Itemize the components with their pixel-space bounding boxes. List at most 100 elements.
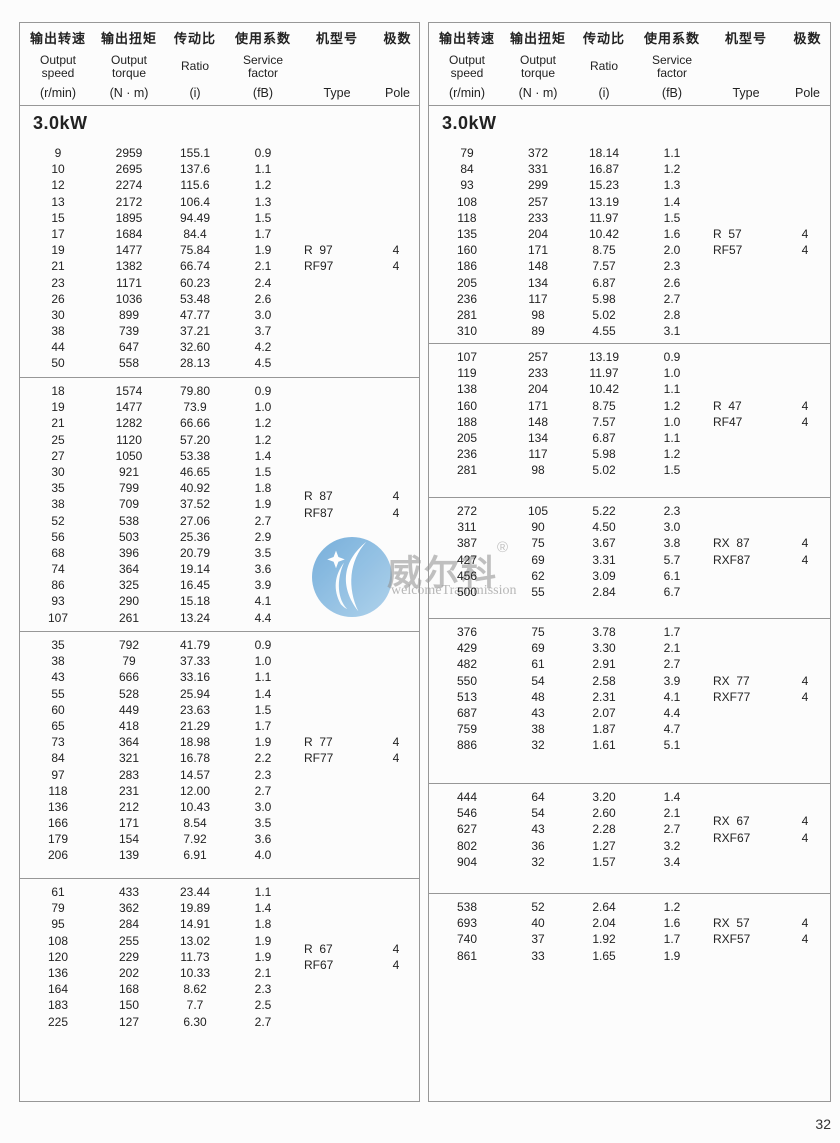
cell-ratio: 3.20 [592,790,616,804]
pole-label: 4 [801,536,809,551]
cell-speed: 861 [456,948,478,963]
cell-speed: 12 [51,178,65,193]
cell-ratio: 13.02 [179,933,211,948]
cell-torque: 134 [527,430,549,445]
cell-torque: 666 [118,670,140,685]
cell-fb: 2.7 [254,513,272,528]
cell-fb: 1.2 [663,900,681,914]
cell-fb: 3.5 [254,545,272,560]
header-unit: (fB) [252,86,274,100]
cell-fb: 2.4 [254,275,272,290]
header-label-zh: 传动比 [582,31,625,46]
cell-ratio: 2.04 [592,916,616,931]
cell-speed: 136 [47,965,69,980]
cell-torque: 283 [118,767,140,782]
cell-fb: 6.1 [663,568,681,583]
cell-speed: 21 [51,259,65,274]
cell-speed: 108 [47,933,69,948]
header-label-en: Output torque [519,52,557,80]
spec-row: 10 2695 137.6 1.1 [20,161,419,177]
cell-fb: 1.5 [254,464,272,479]
cell-ratio: 2.58 [592,673,616,688]
cell-torque: 290 [118,594,140,609]
cell-fb: 6.7 [663,584,681,599]
spec-row: 74 364 19.14 3.6 [20,561,419,577]
pole-label: 4 [392,751,400,766]
spec-row: 107 257 13.19 0.9 [429,349,830,365]
cell-fb: 1.4 [254,901,272,916]
pole-label: 4 [392,259,400,274]
cell-ratio: 13.19 [588,350,620,364]
spec-row: 513 48 2.31 4.1 [429,689,830,705]
cell-speed: 56 [51,529,65,544]
spec-row: 19 1477 73.9 1.0 [20,399,419,415]
cell-torque: 321 [118,751,140,766]
cell-ratio: 33.16 [179,670,211,685]
cell-speed: 120 [47,949,69,964]
header-column: 使用系数 Service factor (fB) [637,28,707,100]
spec-row: 38 739 37.21 3.7 [20,323,419,339]
cell-speed: 107 [47,610,69,625]
cell-ratio: 3.09 [592,568,616,583]
cell-torque: 75 [531,536,545,551]
cell-ratio: 5.98 [592,291,616,306]
spec-row: 93 299 15.23 1.3 [429,177,830,193]
spec-row: 56 503 25.36 2.9 [20,529,419,545]
cell-torque: 257 [527,350,549,364]
header-unit: (r/min) [39,86,77,100]
cell-fb: 4.4 [254,610,272,625]
cell-ratio: 66.66 [179,416,211,431]
cell-fb: 0.9 [663,350,681,364]
spec-row: 65 418 21.29 1.7 [20,718,419,734]
cell-torque: 134 [527,275,549,290]
header-column: 极数 Pole [785,28,830,100]
cell-torque: 32 [531,854,545,869]
header-label-zh: 使用系数 [643,31,700,46]
cell-fb: 1.7 [663,625,681,639]
cell-fb: 2.3 [663,504,681,518]
cell-torque: 117 [528,291,548,306]
spec-row: 550 54 2.58 3.9 [429,673,830,689]
cell-fb: 3.4 [663,854,681,869]
cell-ratio: 3.30 [592,641,616,656]
cell-ratio: 18.14 [588,146,620,160]
cell-speed: 118 [48,783,68,798]
spec-row: 118 233 11.97 1.5 [429,210,830,226]
header-label-zh: 传动比 [173,31,216,46]
page-number: 32 [815,1116,831,1132]
cell-fb: 1.6 [663,226,681,241]
cell-torque: 231 [118,783,140,798]
cell-ratio: 94.49 [179,210,211,225]
cell-ratio: 15.18 [179,594,211,609]
pole-label: 4 [392,505,400,520]
pole-label: 4 [801,414,809,429]
spec-row: 236 117 5.98 2.7 [429,291,830,307]
spec-row: 43 666 33.16 1.1 [20,669,419,685]
cell-torque: 204 [527,382,549,397]
cell-ratio: 19.14 [179,562,211,577]
cell-ratio: 1.57 [592,854,616,869]
spec-block: 444 64 3.20 1.4 546 54 2.60 2.1 627 43 2.28 2.7 802 3… [429,783,830,893]
spec-row: 50 558 28.13 4.5 [20,355,419,371]
table-header: 输出转速 Output speed (r/min) 输出扭矩 Output torque… [429,23,830,106]
cell-speed: 10 [51,162,65,177]
cell-torque: 98 [531,307,545,322]
cell-fb: 1.1 [663,146,681,160]
spec-row: 546 54 2.60 2.1 [429,805,830,821]
spec-row: 93 290 15.18 4.1 [20,593,419,609]
cell-torque: 52 [531,900,545,914]
cell-fb: 3.6 [254,832,272,847]
cell-speed: 43 [51,670,65,685]
spec-row: 311 90 4.50 3.0 [429,519,830,535]
cell-fb: 1.2 [254,416,272,431]
cell-fb: 3.8 [663,536,681,551]
cell-ratio: 53.38 [179,448,211,463]
cell-speed: 79 [460,146,474,160]
cell-fb: 1.4 [254,686,272,701]
cell-speed: 55 [51,686,65,701]
table-header: 输出转速 Output speed (r/min) 输出扭矩 Output torque… [20,23,419,106]
cell-speed: 205 [456,275,478,290]
cell-speed: 166 [47,816,69,831]
brand-logo-icon [312,537,392,617]
cell-fb: 2.1 [663,641,681,656]
